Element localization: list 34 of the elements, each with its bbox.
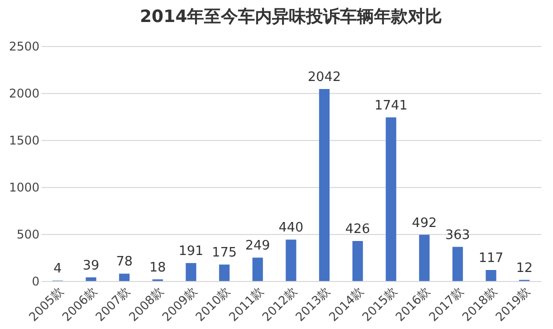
bar (219, 264, 230, 281)
bar (386, 117, 396, 281)
data-label: 1741 (374, 98, 408, 114)
data-label: 78 (116, 254, 133, 270)
bar (286, 240, 296, 281)
data-label: 39 (82, 258, 100, 274)
bar (86, 277, 96, 281)
chart-title: 2014年至今车内异味投诉车辆年款对比 (140, 7, 442, 27)
data-label: 426 (345, 222, 370, 237)
bar (352, 240, 363, 281)
y-tick-label: 0 (32, 274, 40, 288)
bar (419, 234, 430, 281)
data-label: 492 (412, 216, 437, 231)
data-label: 4 (54, 262, 62, 277)
y-tick-label: 2500 (8, 40, 40, 54)
data-label: 117 (478, 251, 504, 266)
y-tick-label: 500 (16, 228, 40, 242)
data-label: 249 (245, 238, 270, 254)
bar (452, 246, 463, 281)
bar (119, 274, 130, 281)
data-label: 12 (516, 260, 533, 276)
y-tick-label: 1500 (8, 134, 40, 148)
data-label: 2042 (308, 70, 341, 86)
bar (252, 258, 263, 281)
y-tick-label: 1000 (8, 180, 40, 194)
data-label: 191 (178, 244, 204, 260)
bar (319, 89, 330, 281)
data-label: 363 (445, 228, 470, 243)
data-label: 175 (212, 246, 237, 261)
y-tick-label: 2000 (8, 86, 40, 100)
data-label: 18 (149, 260, 166, 276)
bar (186, 263, 196, 281)
data-label: 440 (278, 220, 304, 236)
bar (486, 270, 496, 281)
